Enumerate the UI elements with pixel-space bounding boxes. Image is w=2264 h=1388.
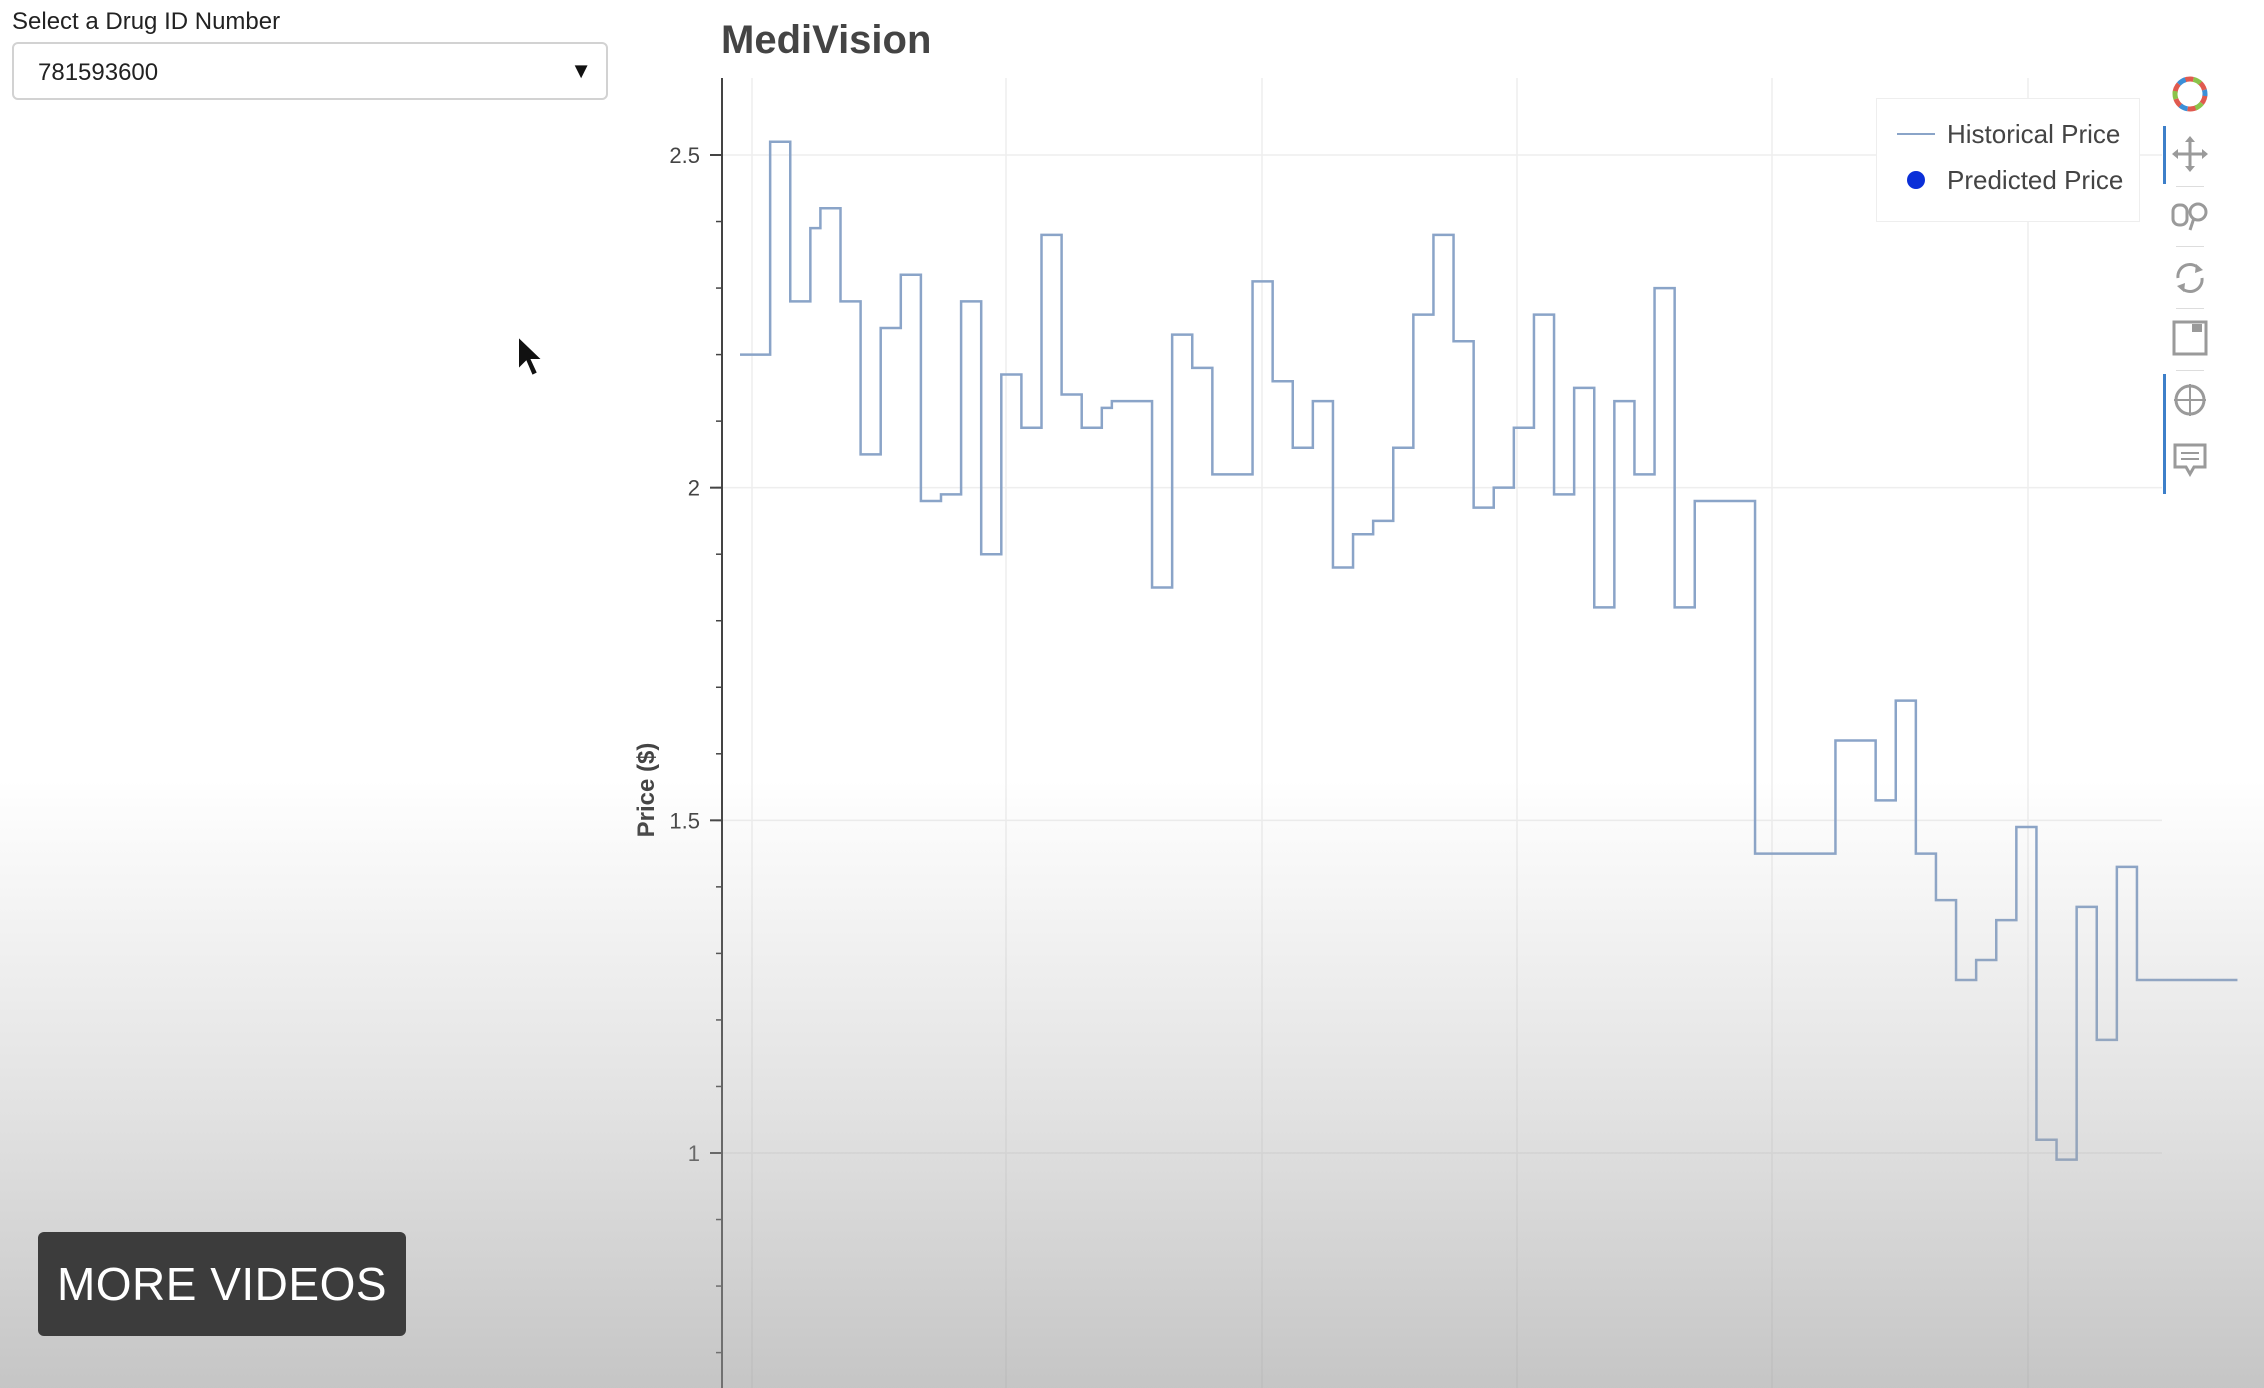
pan-icon[interactable]	[2170, 134, 2210, 174]
legend-label-historical: Historical Price	[1947, 118, 2121, 149]
drug-id-label: Select a Drug ID Number	[12, 8, 281, 35]
drug-id-select[interactable]: 781593600 ▼	[12, 42, 608, 100]
crosshair-icon[interactable]	[2170, 380, 2210, 420]
toolbar-divider	[2176, 186, 2204, 187]
reset-icon[interactable]	[2170, 258, 2210, 298]
toolbar-divider	[2176, 370, 2204, 371]
y-tick-label: 1.5	[669, 808, 700, 833]
legend-item-historical[interactable]: Historical Price	[1897, 117, 2120, 151]
y-tick-label: 2	[688, 476, 700, 501]
y-tick-label: 1	[688, 1141, 700, 1166]
legend-dot-swatch	[1907, 171, 1925, 189]
box-zoom-icon[interactable]	[2170, 196, 2210, 236]
hover-icon[interactable]	[2170, 440, 2210, 480]
save-icon[interactable]	[2170, 318, 2210, 358]
legend-line-swatch	[1897, 133, 1935, 135]
pan-active-indicator	[2163, 126, 2166, 184]
chart-title: MediVision	[721, 18, 932, 62]
y-axis-label: Price ($)	[633, 743, 660, 838]
drug-id-selected-value: 781593600	[38, 59, 159, 86]
toolbar-divider	[2176, 308, 2204, 309]
legend-label-predicted: Predicted Price	[1947, 164, 2124, 195]
chart-legend: Historical Price Predicted Price	[1876, 98, 2140, 222]
chevron-down-icon: ▼	[570, 58, 592, 83]
inspect-active-indicator	[2163, 374, 2166, 494]
mouse-pointer-icon	[517, 334, 546, 378]
legend-item-predicted[interactable]: Predicted Price	[1897, 163, 2123, 197]
historical-price-line	[740, 140, 2238, 1161]
y-tick-label: 2.5	[669, 143, 700, 168]
chart-toolbar	[2160, 70, 2220, 494]
more-videos-button[interactable]: MORE VIDEOS	[38, 1232, 406, 1336]
toolbar-divider	[2176, 246, 2204, 247]
bokeh-logo-icon[interactable]	[2170, 74, 2210, 114]
